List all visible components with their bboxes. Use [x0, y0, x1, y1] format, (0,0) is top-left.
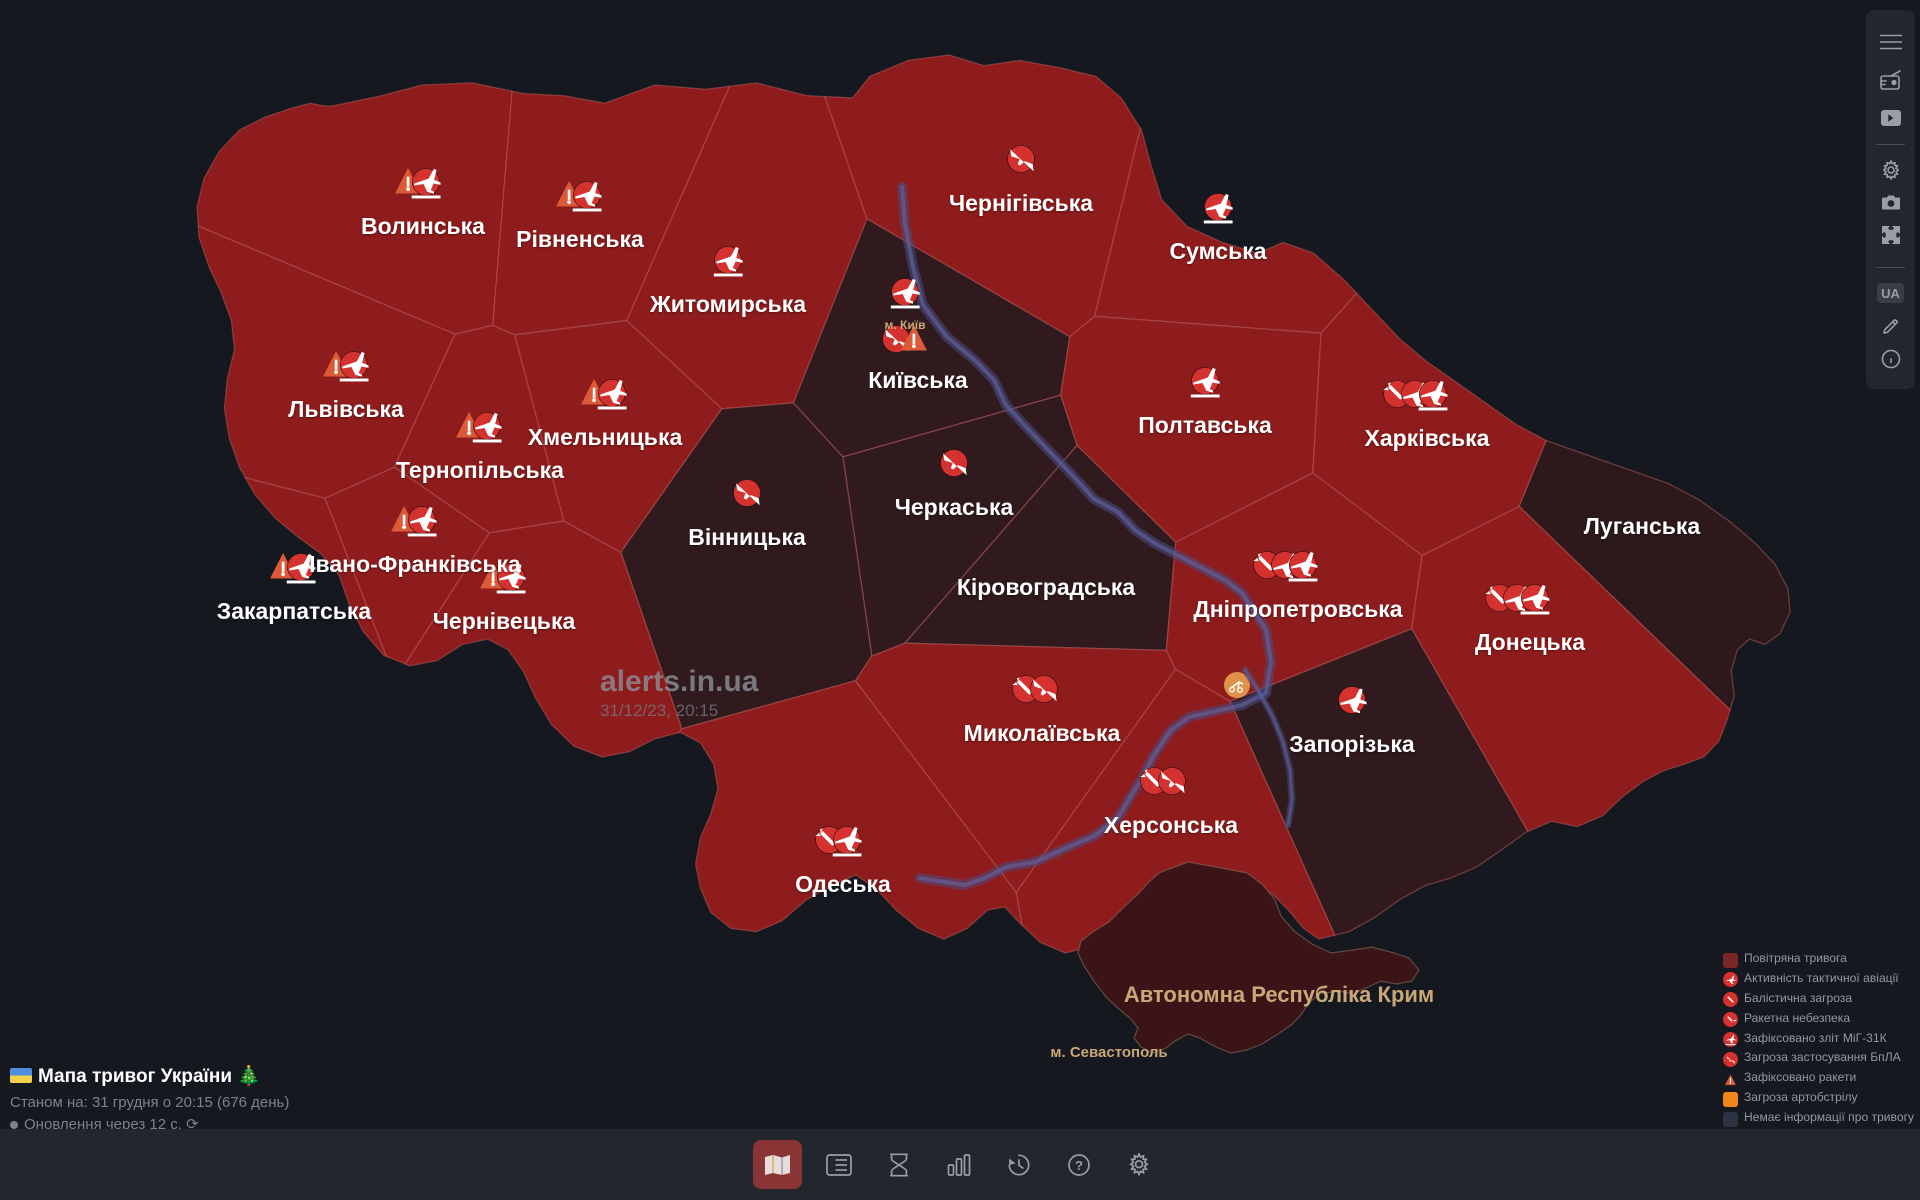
svg-text:?: ? — [1075, 1158, 1083, 1173]
